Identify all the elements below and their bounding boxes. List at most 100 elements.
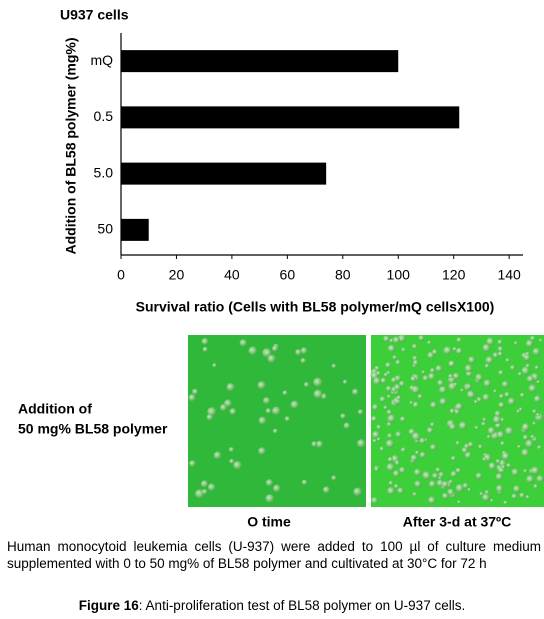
- cell: [188, 394, 196, 402]
- cell: [212, 363, 217, 368]
- cell: [505, 358, 510, 363]
- cell: [485, 356, 494, 365]
- cell: [340, 413, 346, 419]
- cell: [503, 500, 508, 505]
- cell: [522, 434, 529, 441]
- cell: [201, 488, 208, 495]
- cell: [432, 472, 439, 479]
- cell: [511, 493, 518, 500]
- cell: [239, 339, 247, 347]
- cell: [432, 349, 438, 355]
- cell: [474, 425, 479, 430]
- cell: [418, 335, 425, 341]
- cell: [497, 339, 503, 345]
- cell: [265, 479, 274, 487]
- cell: [351, 388, 359, 396]
- cell: [415, 450, 420, 455]
- cell: [435, 365, 443, 372]
- cell: [412, 343, 418, 350]
- cell: [495, 484, 504, 493]
- figure-label: Figure 16: [78, 598, 139, 613]
- cell: [398, 380, 405, 387]
- cell: [412, 492, 417, 497]
- cell: [322, 486, 330, 494]
- cell: [456, 337, 462, 343]
- cell: [481, 421, 486, 427]
- cell: [386, 463, 395, 472]
- cell: [455, 467, 462, 474]
- cell: [410, 376, 416, 382]
- cell: [372, 404, 379, 411]
- cell: [233, 460, 242, 470]
- cell: [535, 412, 540, 417]
- cell: [518, 407, 523, 412]
- cell: [468, 356, 476, 364]
- cell: [267, 354, 276, 363]
- cell: [229, 408, 237, 416]
- cell: [387, 344, 396, 353]
- cell: [528, 384, 537, 393]
- cell: [383, 372, 389, 378]
- cell: [207, 407, 217, 417]
- cell: [490, 498, 494, 503]
- cell: [481, 493, 490, 502]
- cell: [399, 416, 406, 422]
- cell: [395, 359, 401, 366]
- cell: [533, 395, 542, 403]
- cell: [388, 480, 394, 486]
- cell: [248, 346, 258, 356]
- cell: [450, 470, 458, 478]
- cell: [478, 444, 483, 449]
- cell: [482, 343, 491, 352]
- cell: [430, 422, 435, 427]
- cell: [331, 475, 337, 481]
- cell: [400, 447, 406, 453]
- y-tick-label: mQ: [90, 52, 113, 68]
- cell: [442, 492, 449, 500]
- cell: [397, 487, 404, 495]
- cell: [450, 455, 456, 461]
- cell: [295, 349, 302, 356]
- cell: [439, 397, 447, 406]
- cell: [189, 460, 196, 467]
- cell: [417, 393, 423, 400]
- cell: [519, 492, 525, 499]
- cell: [201, 337, 209, 346]
- cell: [389, 338, 394, 343]
- cell: [313, 389, 323, 399]
- cell: [506, 463, 512, 468]
- y-tick-label: 0.5: [94, 108, 114, 124]
- cell: [224, 399, 232, 408]
- cell: [526, 375, 535, 383]
- cell: [496, 431, 505, 439]
- x-tick-label: 80: [335, 267, 351, 283]
- cell: [523, 468, 528, 473]
- cell: [430, 444, 437, 451]
- cell: [461, 447, 468, 454]
- cell: [228, 446, 235, 453]
- cell: [464, 364, 473, 373]
- cell: [265, 494, 275, 503]
- cell: [265, 408, 272, 414]
- cell: [466, 384, 472, 389]
- cell: [258, 416, 267, 425]
- cell: [411, 385, 420, 394]
- cell: [331, 363, 337, 369]
- cell: [525, 494, 530, 499]
- cell: [379, 396, 386, 403]
- cell: [473, 399, 478, 404]
- cell: [447, 488, 455, 496]
- cell: [202, 346, 208, 353]
- cell: [517, 444, 521, 449]
- cell: [495, 458, 501, 464]
- cell: [421, 370, 426, 374]
- cell: [438, 471, 445, 478]
- cell: [393, 483, 399, 489]
- cell: [383, 405, 388, 410]
- cell: [439, 386, 447, 394]
- cell: [452, 346, 457, 352]
- cell: [484, 490, 490, 495]
- cell: [429, 367, 436, 374]
- cell: [258, 447, 266, 455]
